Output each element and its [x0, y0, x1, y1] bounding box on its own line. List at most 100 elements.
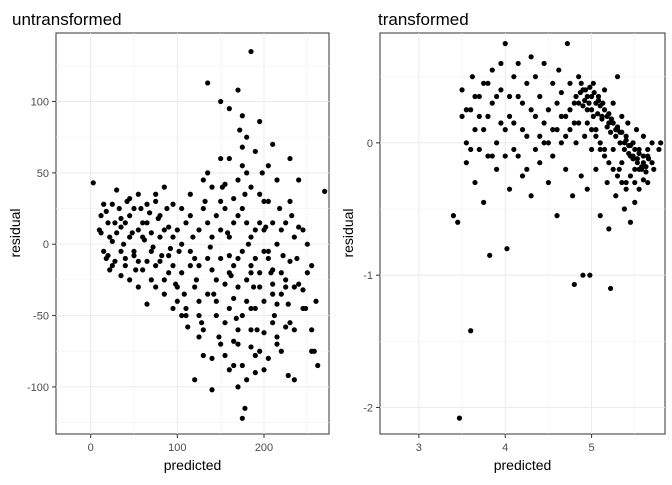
- data-point: [252, 227, 258, 233]
- data-point: [153, 198, 159, 204]
- data-point: [591, 89, 597, 96]
- data-point: [135, 191, 141, 197]
- data-point: [226, 253, 232, 259]
- data-point: [112, 258, 118, 264]
- y-tick-label: -1: [363, 270, 373, 282]
- data-point: [545, 179, 552, 186]
- data-point: [166, 270, 172, 276]
- data-point: [244, 170, 250, 176]
- data-point: [558, 140, 564, 146]
- data-point: [489, 153, 495, 159]
- data-point: [489, 67, 495, 73]
- data-point: [587, 84, 593, 90]
- data-point: [315, 362, 321, 369]
- data-point: [105, 220, 111, 226]
- data-point: [582, 97, 588, 104]
- data-point: [623, 186, 629, 192]
- data-point: [131, 253, 137, 259]
- data-point: [278, 270, 284, 276]
- data-point: [244, 298, 250, 304]
- data-point: [257, 348, 263, 354]
- data-point: [621, 146, 628, 153]
- data-point: [185, 324, 191, 330]
- data-point: [192, 255, 198, 262]
- data-point: [550, 153, 556, 159]
- data-point: [563, 133, 569, 139]
- y-tick-label: -50: [33, 311, 49, 323]
- data-point: [532, 74, 539, 80]
- data-point: [231, 338, 237, 344]
- data-point: [235, 177, 241, 183]
- data-point: [287, 198, 293, 204]
- points-untransformed: [90, 48, 328, 421]
- data-point: [459, 113, 465, 119]
- data-point: [122, 263, 128, 269]
- data-point: [131, 205, 137, 212]
- data-point: [235, 327, 241, 333]
- data-point: [590, 113, 596, 119]
- data-point: [283, 284, 289, 290]
- data-point: [161, 184, 167, 190]
- data-point: [233, 315, 239, 322]
- data-point: [632, 166, 638, 172]
- data-point: [239, 113, 245, 119]
- data-point: [582, 133, 588, 139]
- data-point: [261, 198, 267, 204]
- data-point: [597, 140, 603, 146]
- data-point: [476, 93, 482, 100]
- x-tick-label: 100: [168, 442, 186, 454]
- data-point: [213, 277, 219, 283]
- data-point: [595, 111, 601, 117]
- data-point: [205, 220, 211, 226]
- data-point: [218, 198, 224, 204]
- data-point: [193, 277, 199, 283]
- data-point: [90, 180, 96, 186]
- plot-area-transformed: [379, 32, 666, 435]
- data-point: [252, 352, 258, 359]
- data-point: [235, 255, 241, 262]
- data-point: [270, 320, 276, 326]
- points-transformed: [450, 40, 664, 421]
- data-point: [222, 320, 228, 326]
- data-point: [578, 173, 584, 179]
- data-point: [257, 118, 263, 125]
- data-point: [205, 170, 211, 176]
- data-point: [498, 60, 504, 67]
- data-point: [265, 355, 271, 361]
- data-point: [170, 263, 176, 269]
- data-point: [604, 179, 610, 186]
- data-point: [257, 270, 263, 276]
- data-point: [576, 74, 582, 80]
- data-point: [103, 255, 109, 262]
- data-point: [571, 281, 577, 288]
- data-point: [144, 301, 150, 307]
- data-point: [554, 213, 560, 219]
- data-point: [176, 248, 182, 254]
- data-point: [296, 177, 302, 183]
- data-point: [294, 255, 300, 262]
- data-point: [309, 263, 315, 269]
- data-point: [183, 220, 189, 226]
- data-point: [157, 213, 163, 219]
- data-point: [569, 193, 576, 199]
- data-point: [98, 230, 104, 236]
- data-point: [127, 195, 133, 202]
- data-point: [226, 305, 232, 312]
- data-point: [528, 54, 534, 60]
- data-point: [567, 80, 573, 86]
- data-point: [200, 205, 206, 212]
- chart-title-untransformed: untransformed: [12, 10, 122, 29]
- data-point: [135, 284, 141, 290]
- data-point: [148, 230, 154, 236]
- data-point: [463, 107, 469, 113]
- data-point: [597, 213, 603, 219]
- data-point: [634, 160, 640, 166]
- data-point: [174, 284, 180, 290]
- data-point: [270, 141, 276, 147]
- data-point: [248, 263, 254, 269]
- data-point: [235, 384, 241, 390]
- data-point: [506, 186, 513, 192]
- data-point: [192, 377, 198, 383]
- data-point: [296, 281, 302, 287]
- data-point: [289, 213, 295, 219]
